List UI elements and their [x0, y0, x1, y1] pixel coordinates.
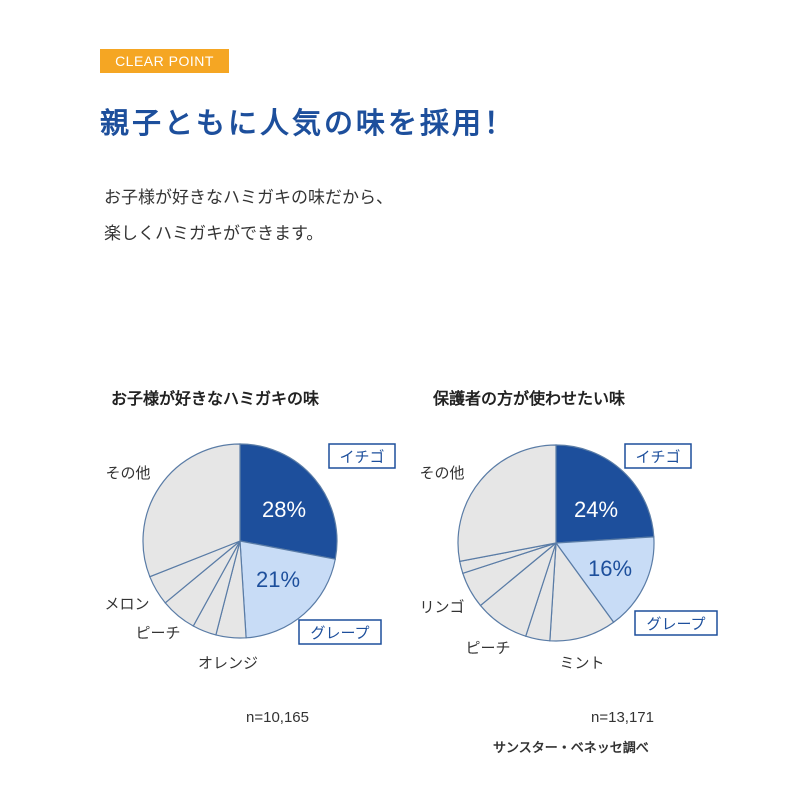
- pie-category-box: [634, 610, 718, 636]
- pie-slice-イチゴ: [239, 443, 338, 560]
- survey-source: サンスター・ベネッセ調べ: [493, 741, 649, 756]
- pie-value-label: 28%: [262, 497, 306, 522]
- headline: 親子ともに人気の味を採用！: [100, 106, 517, 140]
- pie-slice-その他: [142, 443, 241, 578]
- pie-value-label: 21%: [256, 567, 300, 592]
- pie-category-label: ピーチ: [465, 639, 510, 657]
- pie-category-label: ミント: [559, 654, 604, 672]
- sample-size-parents: n=13,171: [591, 709, 654, 726]
- pie-slice-グレープ: [239, 540, 336, 639]
- pie-slice-グレープ: [554, 536, 655, 624]
- pie-category-box: [624, 443, 692, 469]
- chart-title-parents: 保護者の方が使わせたい味: [433, 389, 626, 408]
- lead-line-1: お子様が好きなハミガキの味だから、: [104, 188, 393, 208]
- pie-category-label: イチゴ: [339, 448, 384, 466]
- pie-category-label: その他: [419, 464, 464, 482]
- pie-category-box: [298, 619, 382, 645]
- pie-category-label: メロン: [104, 595, 149, 613]
- sample-size-children: n=10,165: [246, 709, 309, 726]
- chart-title-children: お子様が好きなハミガキの味: [111, 389, 320, 408]
- pie-category-label: ピーチ: [135, 624, 180, 642]
- clear-point-badge: CLEAR POINT: [100, 49, 229, 73]
- pie-slice-その他: [457, 444, 557, 563]
- pie-category-label: グレープ: [310, 624, 369, 642]
- pie-category-label: オレンジ: [198, 654, 258, 672]
- pie-category-box: [328, 443, 396, 469]
- pie-category-label: イチゴ: [635, 448, 680, 466]
- pie-value-label: 24%: [574, 497, 618, 522]
- pie-category-label: リンゴ: [419, 598, 464, 616]
- pie-slice-ミント: [549, 541, 615, 642]
- pie-slice-イチゴ: [555, 444, 655, 544]
- pie-category-label: その他: [105, 464, 150, 482]
- pie-value-label: 16%: [588, 556, 632, 581]
- lead-line-2: 楽しくハミガキができます。: [104, 224, 324, 244]
- pie-category-label: グレープ: [646, 615, 705, 633]
- lead-text: お子様が好きなハミガキの味だから、 楽しくハミガキができます。: [104, 180, 393, 252]
